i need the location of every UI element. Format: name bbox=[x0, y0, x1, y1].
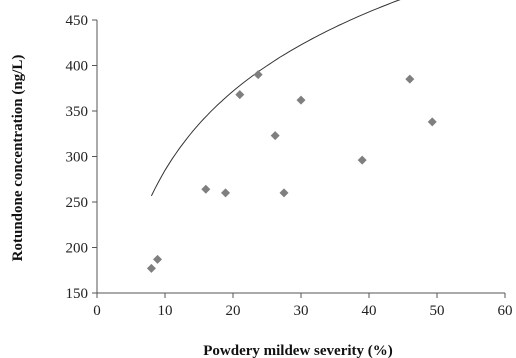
data-point bbox=[279, 188, 289, 198]
data-point bbox=[221, 188, 231, 198]
y-tick-label: 150 bbox=[66, 286, 89, 302]
y-tick-label: 200 bbox=[66, 241, 89, 257]
y-tick-label: 450 bbox=[66, 13, 89, 29]
x-tick-label: 50 bbox=[430, 303, 445, 319]
y-tick-label: 250 bbox=[66, 195, 89, 211]
y-tick-label: 350 bbox=[66, 104, 89, 120]
trendline bbox=[150, 0, 401, 197]
x-tick-label: 20 bbox=[226, 303, 241, 319]
data-point bbox=[235, 90, 245, 100]
data-point bbox=[357, 155, 367, 165]
y-tick-label: 300 bbox=[66, 150, 89, 166]
data-points bbox=[146, 70, 437, 273]
data-point bbox=[201, 184, 211, 194]
tick-labels: 0 10 20 30 40 50 60 150 200 250 300 350 400 450 bbox=[66, 13, 513, 319]
x-tick-label: 0 bbox=[93, 303, 101, 319]
data-point bbox=[253, 70, 263, 80]
data-point bbox=[153, 254, 163, 264]
data-point bbox=[296, 95, 306, 105]
axes bbox=[92, 19, 506, 298]
data-point bbox=[270, 131, 280, 141]
y-tick-label: 400 bbox=[66, 59, 89, 75]
data-point bbox=[405, 74, 415, 84]
data-point bbox=[146, 263, 156, 273]
x-tick-label: 40 bbox=[362, 303, 377, 319]
x-tick-label: 60 bbox=[498, 303, 513, 319]
x-tick-label: 30 bbox=[294, 303, 309, 319]
x-tick-label: 10 bbox=[158, 303, 173, 319]
y-axis-title: Rotundone concentration (ng/L) bbox=[10, 55, 26, 262]
x-axis-title: Powdery mildew severity (%) bbox=[203, 343, 393, 358]
data-point bbox=[427, 117, 437, 127]
